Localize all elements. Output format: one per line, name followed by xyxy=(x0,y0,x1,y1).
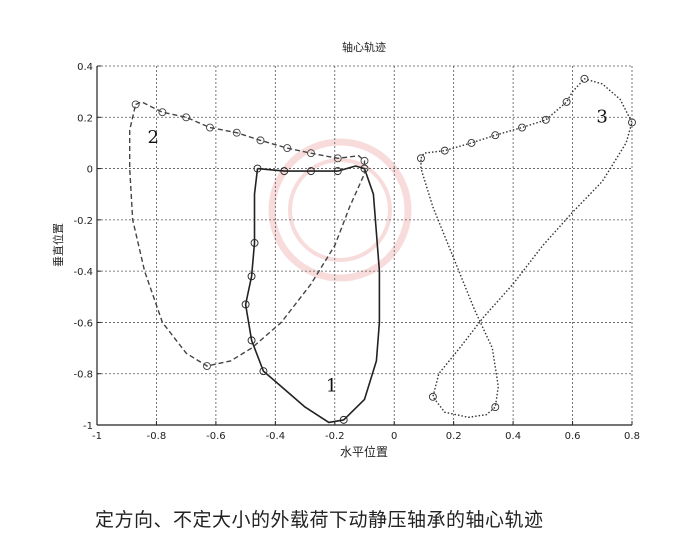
series-3-marker xyxy=(580,74,589,83)
x-tick-label: 0.4 xyxy=(505,431,521,442)
plot-area: -1 -0.8 -0.6 -0.4 -0.2 0 0.2 0.4 0.6 0.8 -1 -0.8 -0.… xyxy=(73,62,639,442)
series-1-marker xyxy=(253,164,262,173)
series-2-marker xyxy=(256,136,265,145)
y-axis-label: 垂直位置 xyxy=(51,223,65,267)
series-3-line xyxy=(420,78,633,418)
series-2-marker xyxy=(283,144,292,153)
series-2-marker xyxy=(158,108,167,117)
x-tick-label: -0.2 xyxy=(325,431,345,442)
series-1-marker xyxy=(259,367,268,376)
y-tick-label: -0.8 xyxy=(73,370,93,381)
x-tick-label: 0 xyxy=(391,431,397,442)
series-2-label: 2 xyxy=(148,127,159,148)
series-3-marker xyxy=(467,138,476,147)
figure-caption: 定方向、不定大小的外载荷下动静压轴承的轴心轨迹 xyxy=(95,509,544,531)
series-1-marker xyxy=(250,238,259,247)
series-2-marker xyxy=(360,156,369,165)
y-tick-label: -0.4 xyxy=(73,267,93,278)
series-3-label: 3 xyxy=(596,106,607,127)
series-1-marker xyxy=(333,167,342,176)
chart-title: 轴心轨迹 xyxy=(342,40,386,54)
x-tick-label: 0.8 xyxy=(624,431,640,442)
y-tick-label: -0.2 xyxy=(73,216,93,227)
x-tick-label: -0.4 xyxy=(266,431,286,442)
series-3-marker xyxy=(417,154,425,163)
series-3-marker xyxy=(562,97,571,106)
series-1-marker xyxy=(241,300,250,309)
y-tick-label: -1 xyxy=(83,421,93,432)
series-3-marker xyxy=(628,118,636,127)
x-axis-label: 水平位置 xyxy=(340,444,388,459)
series-3-marker xyxy=(491,403,500,411)
x-tick-label: -0.6 xyxy=(206,431,226,442)
x-tick-label: 0.2 xyxy=(446,431,462,442)
x-tick-label: -1 xyxy=(92,431,102,442)
x-tick-label: -0.8 xyxy=(147,431,167,442)
series-1-marker xyxy=(339,415,348,424)
series-1-label: 1 xyxy=(326,376,337,397)
chart: 轴心轨迹 水平位置 垂直位置 -1 -0.8 -0.6 -0.4 -0.2 0 0.2 0.4… xyxy=(51,40,640,459)
series-1-marker xyxy=(247,272,256,281)
series-2-marker xyxy=(333,154,342,163)
watermark-logo xyxy=(268,138,412,282)
series-2-marker xyxy=(205,123,214,132)
series-3-marker xyxy=(541,115,550,124)
series-2-marker xyxy=(131,100,140,109)
series-2-marker xyxy=(182,113,191,122)
series-1-line xyxy=(244,165,381,424)
series-3-marker xyxy=(428,392,437,401)
series-2-marker xyxy=(232,128,241,137)
series-3-marker xyxy=(518,123,526,132)
y-tick-label: -0.6 xyxy=(73,318,93,329)
y-tick-label: 0 xyxy=(87,165,93,176)
series-2-line xyxy=(129,101,366,367)
watermark-logo-inner xyxy=(288,158,392,262)
y-tick-label: 0.4 xyxy=(77,62,93,73)
series-1-marker xyxy=(280,167,289,176)
series-2-marker xyxy=(203,362,211,370)
series-3-marker xyxy=(440,146,449,155)
series-1-marker xyxy=(307,167,315,176)
series-1-marker xyxy=(247,336,256,345)
y-tick-label: 0.2 xyxy=(77,113,93,124)
series-2-marker xyxy=(307,149,315,158)
x-tick-label: 0.6 xyxy=(565,431,581,442)
series-3-marker xyxy=(491,131,500,140)
